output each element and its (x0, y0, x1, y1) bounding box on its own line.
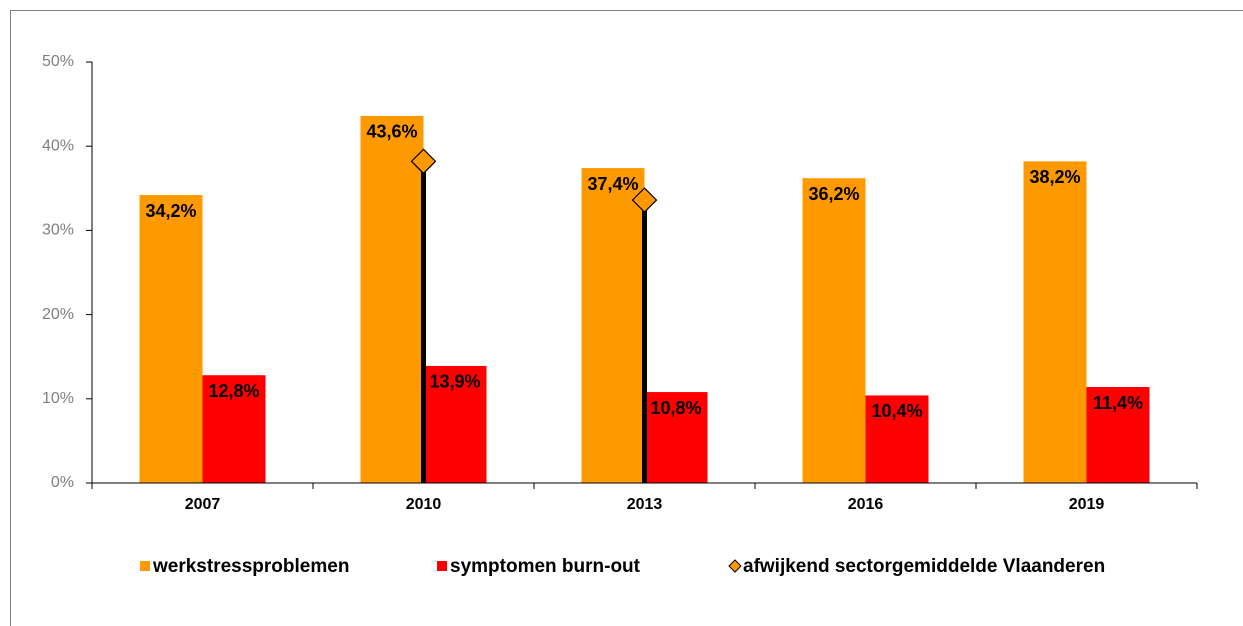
legend-swatch (728, 559, 742, 573)
chart-frame (10, 10, 1243, 626)
data-label: 34,2% (145, 201, 196, 221)
bar (644, 392, 708, 483)
y-tick-label: 50% (42, 53, 74, 70)
legend-swatch (140, 561, 150, 571)
data-label: 37,4% (587, 174, 638, 194)
bar (802, 178, 866, 484)
diamond-marker (631, 187, 658, 213)
x-tick-label: 2019 (1069, 496, 1105, 513)
bar (1023, 161, 1087, 483)
x-tick-label: 2010 (406, 496, 442, 513)
x-tick-label: 2016 (848, 496, 884, 513)
y-tick-label: 20% (42, 306, 74, 323)
data-label: 38,2% (1029, 167, 1080, 187)
bar (202, 375, 266, 483)
data-label: 12,8% (208, 381, 259, 401)
bar (581, 168, 645, 484)
y-tick-label: 10% (42, 390, 74, 407)
diamond-marker (410, 148, 437, 175)
legend-label: werkstressproblemen (152, 556, 349, 577)
data-label: 10,4% (871, 401, 922, 421)
x-tick-label: 2007 (185, 496, 221, 513)
data-label: 13,9% (429, 372, 480, 392)
bar (1086, 387, 1150, 483)
bar (360, 115, 424, 483)
bar (139, 195, 203, 483)
y-tick-label: 0% (51, 474, 74, 491)
y-tick-label: 30% (42, 222, 74, 239)
x-tick-label: 2013 (627, 496, 663, 513)
bar (865, 395, 929, 483)
bar (423, 365, 487, 483)
data-label: 36,2% (808, 184, 859, 204)
data-label: 43,6% (366, 122, 417, 142)
legend-label: afwijkend sectorgemiddelde Vlaanderen (743, 556, 1105, 577)
data-label: 11,4% (1093, 393, 1143, 413)
y-tick-label: 40% (42, 137, 74, 154)
legend-swatch (437, 561, 447, 571)
data-label: 10,8% (650, 398, 701, 418)
legend-label: symptomen burn-out (450, 556, 641, 577)
